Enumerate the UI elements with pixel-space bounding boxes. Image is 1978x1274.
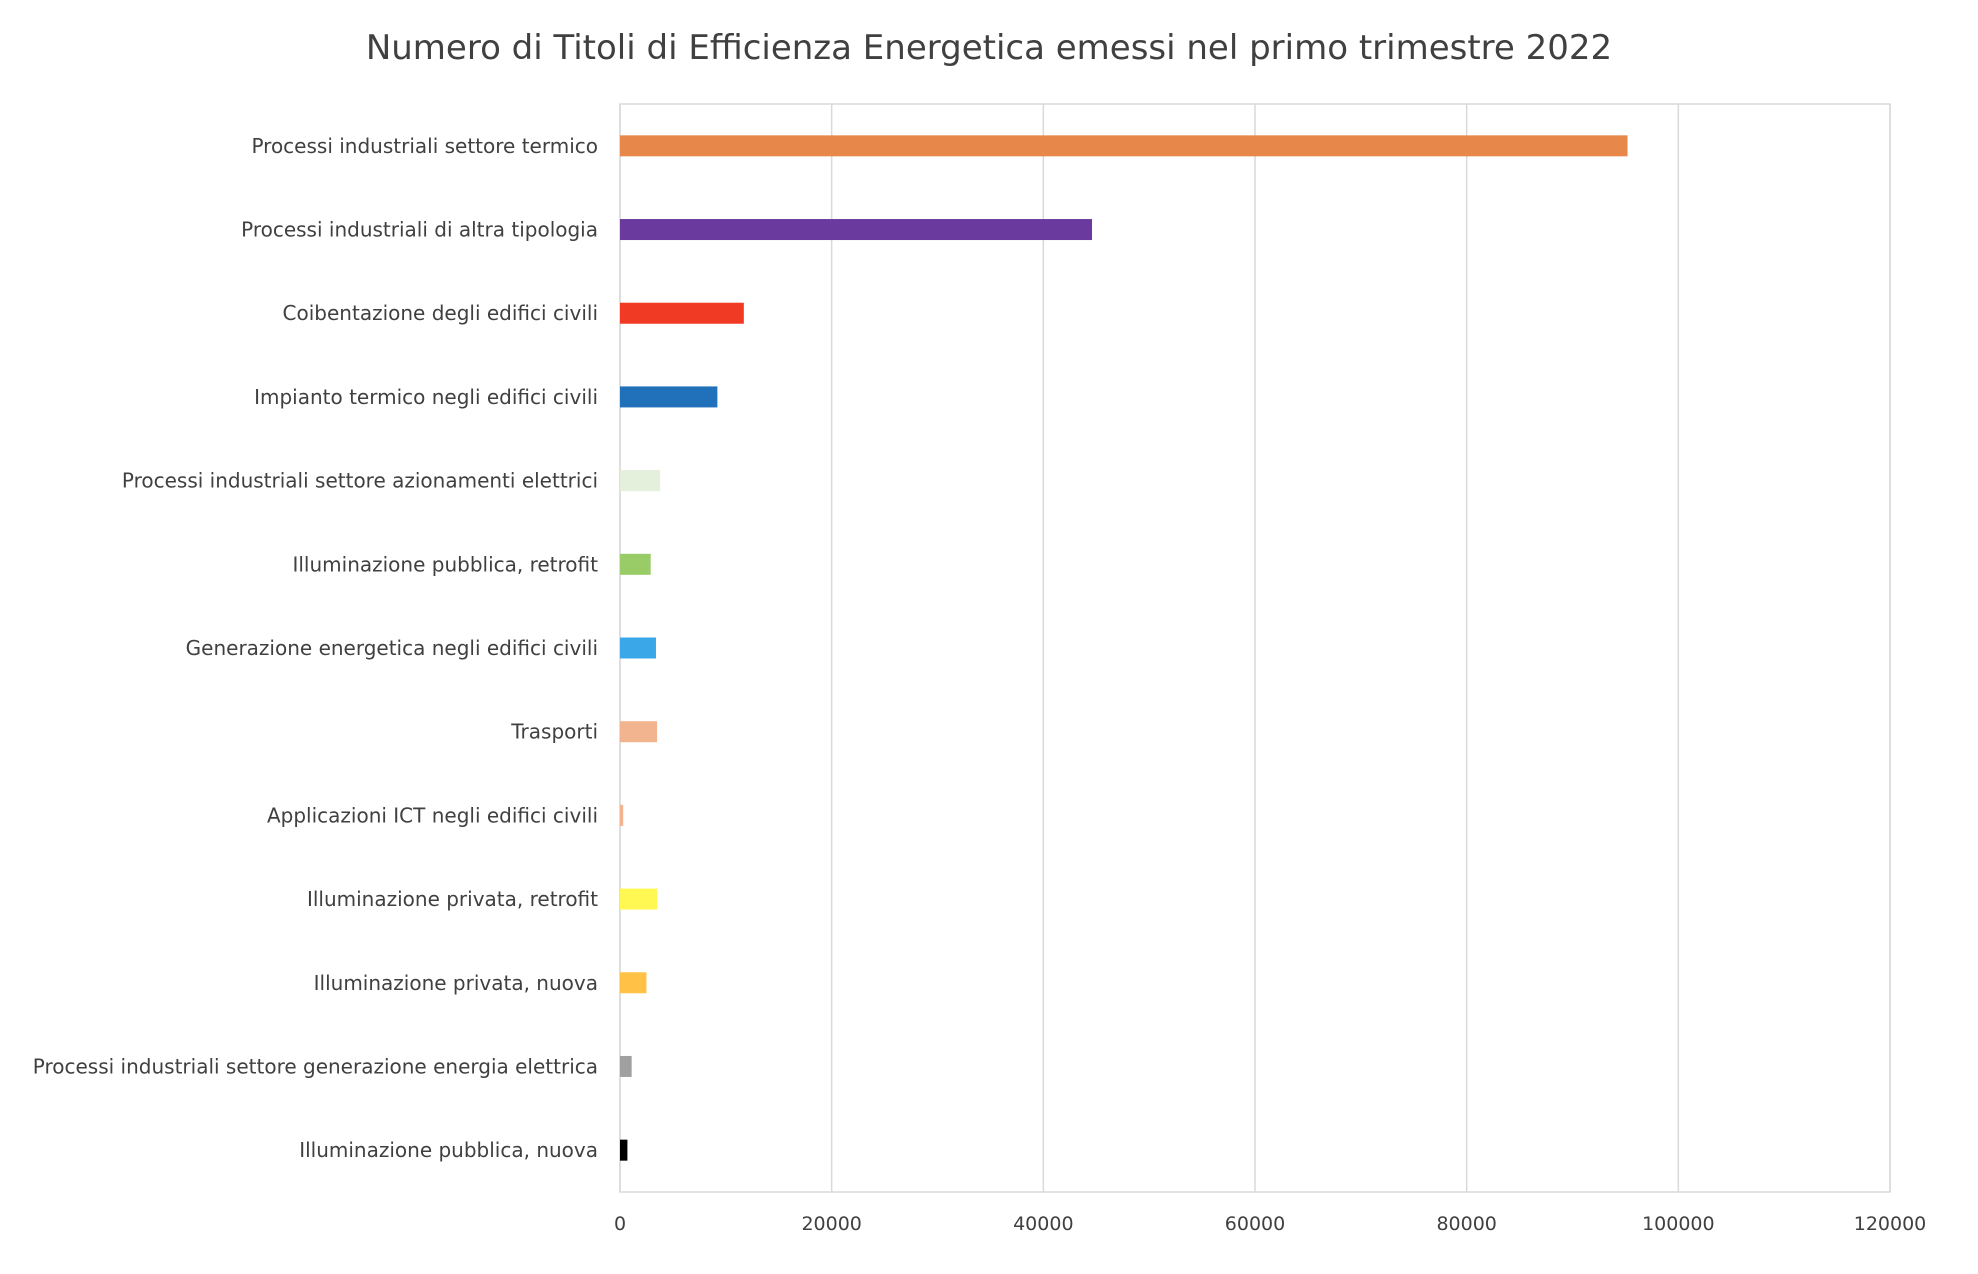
category-label: Processi industriali settore termico	[251, 134, 598, 158]
category-label: Coibentazione degli edifici civili	[283, 301, 598, 325]
bar	[620, 972, 647, 994]
x-tick-label: 0	[614, 1213, 626, 1235]
x-tick-label: 60000	[1225, 1213, 1285, 1235]
category-label: Generazione energetica negli edifici civ…	[186, 636, 598, 660]
x-tick-label: 100000	[1642, 1213, 1715, 1235]
bar	[620, 470, 661, 492]
category-label: Applicazioni ICT negli edifici civili	[267, 803, 598, 827]
category-label: Illuminazione privata, nuova	[314, 971, 598, 995]
bar	[620, 219, 1093, 241]
category-label: Illuminazione pubblica, nuova	[299, 1138, 598, 1162]
category-label: Trasporti	[510, 720, 598, 744]
bar	[620, 553, 651, 575]
category-label: Impianto termico negli edifici civili	[254, 385, 598, 409]
chart-title: Numero di Titoli di Efficienza Energetic…	[365, 28, 1613, 68]
x-tick-label: 40000	[1013, 1213, 1073, 1235]
bar	[620, 1139, 628, 1161]
category-label: Processi industriali di altra tipologia	[241, 218, 598, 242]
category-label: Processi industriali settore generazione…	[33, 1054, 598, 1078]
bar	[620, 302, 744, 324]
bar	[620, 888, 658, 910]
bar	[620, 386, 718, 408]
bar	[620, 804, 624, 826]
x-tick-label: 20000	[801, 1213, 861, 1235]
category-label: Illuminazione pubblica, retrofit	[292, 552, 598, 576]
bar	[620, 721, 658, 743]
x-tick-label: 120000	[1854, 1213, 1927, 1235]
bar	[620, 1055, 632, 1077]
category-label: Illuminazione privata, retrofit	[307, 887, 598, 911]
bar	[620, 637, 656, 659]
x-tick-label: 80000	[1436, 1213, 1496, 1235]
category-label: Processi industriali settore azionamenti…	[122, 469, 598, 493]
bar	[620, 135, 1628, 157]
